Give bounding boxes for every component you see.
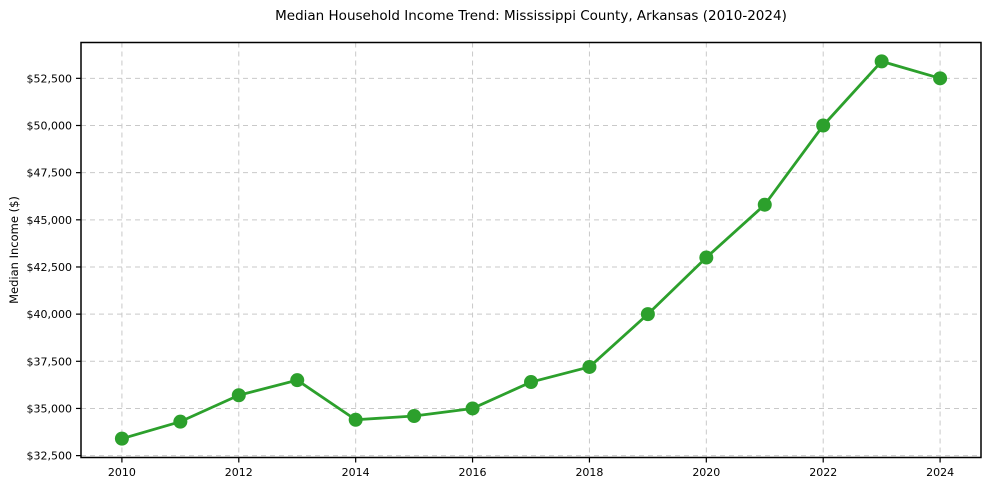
data-point	[582, 359, 597, 374]
y-axis-label: Median Income ($)	[7, 196, 21, 304]
x-tick-label: 2016	[459, 466, 487, 479]
data-point	[348, 412, 363, 427]
y-tick-label: $35,000	[27, 402, 73, 415]
data-point	[933, 71, 948, 86]
x-tick-label: 2020	[692, 466, 720, 479]
chart-title: Median Household Income Trend: Mississip…	[275, 8, 787, 24]
y-tick-label: $40,000	[27, 308, 73, 321]
plot-border	[80, 41, 982, 459]
data-point	[757, 197, 772, 212]
x-tick-label: 2022	[809, 466, 837, 479]
y-tick-label: $52,500	[27, 72, 73, 85]
x-tick-label: 2024	[926, 466, 954, 479]
data-point	[699, 250, 714, 265]
y-tick-label: $45,000	[27, 214, 73, 227]
y-tick-label: $37,500	[27, 355, 73, 368]
data-point	[173, 414, 188, 429]
data-point	[465, 401, 480, 416]
data-point	[114, 431, 129, 446]
x-tick-label: 2010	[108, 466, 136, 479]
data-point	[816, 118, 831, 133]
data-point	[524, 375, 538, 390]
y-tick-label: $32,500	[27, 450, 73, 463]
data-point	[231, 388, 246, 403]
data-point	[407, 409, 422, 423]
x-tick-label: 2012	[225, 466, 253, 479]
data-point	[640, 307, 655, 322]
y-tick-label: $42,500	[27, 261, 73, 274]
data-point	[874, 54, 889, 69]
data-point	[290, 373, 305, 388]
x-tick-label: 2018	[575, 466, 603, 479]
x-tick-label: 2014	[342, 466, 370, 479]
y-tick-label: $50,000	[27, 120, 73, 133]
y-tick-label: $47,500	[27, 167, 73, 180]
